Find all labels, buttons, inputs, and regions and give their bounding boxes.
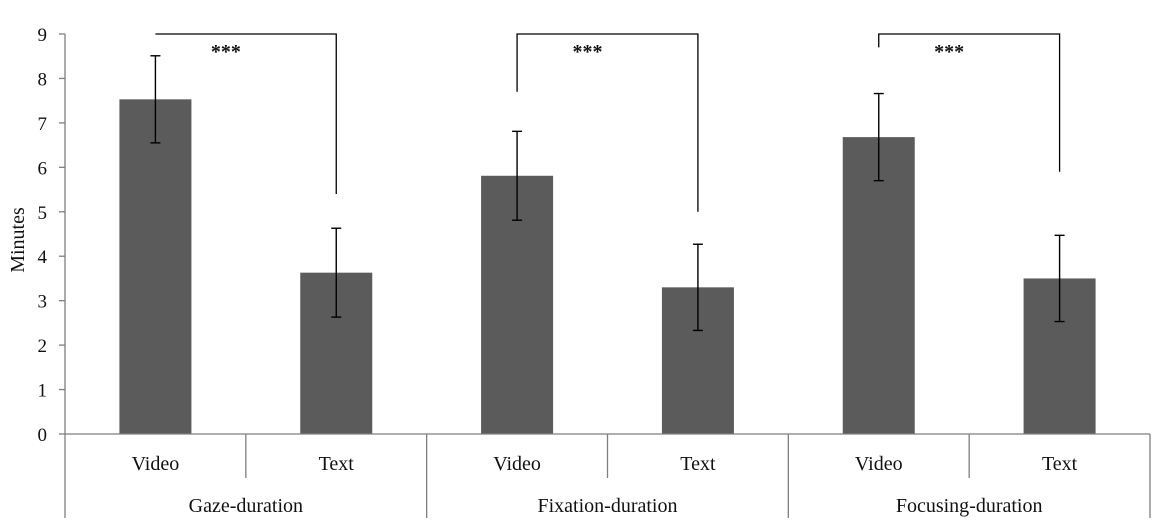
y-tick-label: 6	[38, 158, 48, 179]
y-tick-label: 5	[38, 203, 48, 224]
group-label: Gaze-duration	[189, 495, 303, 517]
y-axis-label: Minutes	[7, 207, 29, 273]
bars	[119, 99, 1096, 434]
y-tick-label: 1	[38, 381, 48, 402]
significance-brackets: *** *** ***	[155, 33, 1061, 212]
significance-label: ***	[934, 41, 964, 63]
category-label: Video	[132, 453, 180, 475]
significance-bracket	[878, 33, 1061, 172]
category-label: Video	[493, 453, 541, 475]
bar	[119, 99, 192, 434]
y-tick-label: 9	[38, 25, 48, 46]
significance-label: ***	[211, 41, 241, 63]
significance-label: ***	[573, 41, 603, 63]
error-bars	[150, 55, 1065, 332]
category-label: Text	[680, 453, 716, 475]
y-tick-label: 4	[38, 247, 48, 268]
axes	[64, 34, 1151, 518]
significance-bracket	[516, 33, 699, 212]
category-label: Text	[319, 453, 355, 475]
y-tick-label: 7	[38, 114, 48, 135]
y-tick-label: 0	[38, 425, 48, 446]
category-label: Text	[1042, 453, 1078, 475]
y-axis-ticks: 0 1 2 3 4 5 6 7 8 9	[38, 25, 65, 446]
y-tick-label: 8	[38, 69, 48, 90]
y-tick-label: 2	[38, 336, 48, 357]
bar	[842, 137, 915, 434]
category-label: Video	[855, 453, 903, 475]
significance-bracket	[155, 33, 337, 194]
y-tick-label: 3	[38, 292, 48, 313]
group-label: Fixation-duration	[538, 495, 678, 517]
group-label: Focusing-duration	[896, 495, 1043, 517]
